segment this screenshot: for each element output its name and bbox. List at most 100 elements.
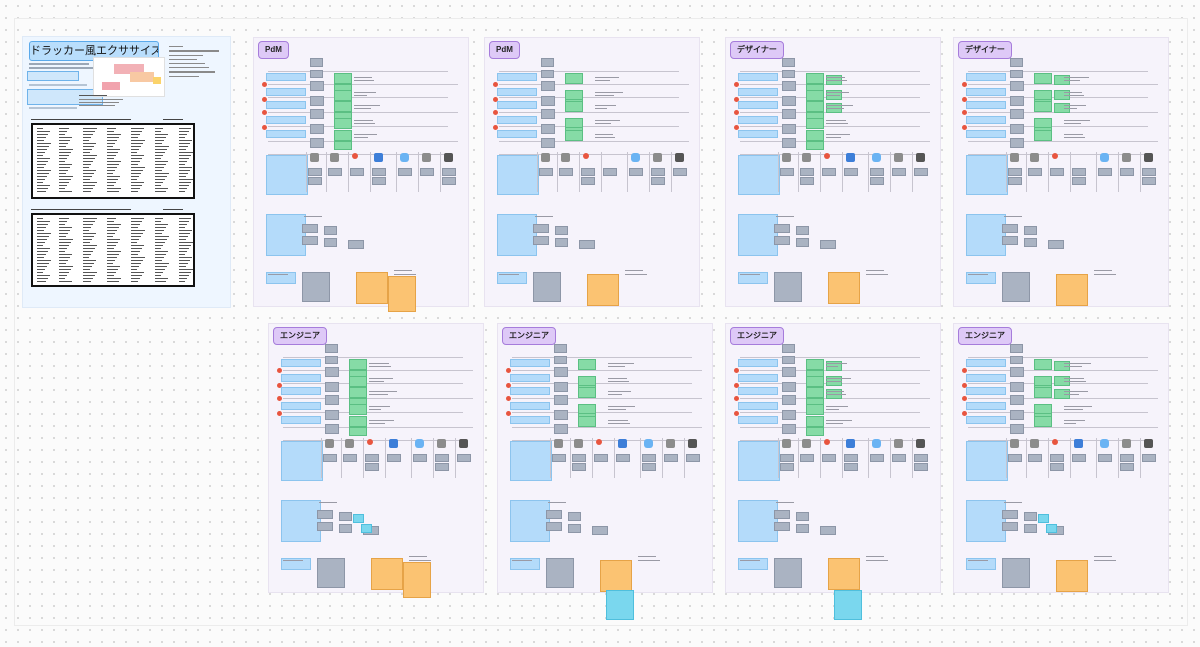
member-sticky[interactable]	[581, 177, 595, 185]
member-avatar[interactable]	[1010, 439, 1019, 448]
member-avatar[interactable]	[666, 439, 675, 448]
member-avatar[interactable]	[1100, 153, 1109, 162]
summary-sticky-gray[interactable]	[774, 272, 802, 302]
idea-sticky-green[interactable]	[334, 118, 352, 129]
summary-sticky[interactable]	[510, 558, 540, 570]
member-avatar[interactable]	[1030, 153, 1039, 162]
member-sticky[interactable]	[1120, 454, 1134, 462]
frame-engineer-2[interactable]: エンジニア	[497, 323, 713, 620]
idea-sticky[interactable]	[325, 424, 339, 434]
member-sticky[interactable]	[629, 168, 643, 176]
row-label-sticky[interactable]	[738, 359, 778, 367]
member-avatar[interactable]	[352, 153, 358, 159]
member-sticky[interactable]	[372, 177, 386, 185]
idea-sticky[interactable]	[325, 395, 339, 405]
member-sticky[interactable]	[323, 454, 337, 462]
header-sticky[interactable]	[310, 70, 323, 78]
idea-sticky-green[interactable]	[806, 427, 824, 436]
cluster-sticky[interactable]	[774, 224, 790, 233]
idea-sticky[interactable]	[1010, 382, 1024, 392]
idea-sticky[interactable]	[541, 96, 555, 106]
member-sticky[interactable]	[365, 454, 379, 462]
summary-sticky-gray[interactable]	[774, 558, 802, 588]
role-tag[interactable]: エンジニア	[958, 327, 1012, 345]
summary-sticky-orange[interactable]	[1056, 560, 1088, 592]
idea-sticky[interactable]	[541, 109, 555, 119]
member-avatar[interactable]	[1052, 153, 1058, 159]
member-sticky[interactable]	[435, 454, 449, 462]
member-sticky[interactable]	[800, 177, 814, 185]
role-tag[interactable]: デザイナー	[958, 41, 1012, 59]
member-avatar[interactable]	[1074, 439, 1083, 448]
cluster-sticky[interactable]	[796, 226, 809, 235]
idea-sticky[interactable]	[782, 124, 796, 134]
row-label-sticky[interactable]	[281, 374, 321, 382]
member-avatar[interactable]	[459, 439, 468, 448]
member-sticky[interactable]	[572, 454, 586, 462]
summary-sticky-orange[interactable]	[403, 562, 431, 598]
cluster-sticky[interactable]	[555, 226, 568, 235]
header-sticky[interactable]	[782, 70, 795, 78]
cluster-sticky[interactable]	[533, 224, 549, 233]
summary-sticky-gray[interactable]	[1002, 272, 1030, 302]
frame-pdm-1[interactable]: PdM	[253, 37, 469, 312]
member-avatar[interactable]	[846, 153, 855, 162]
row-label-sticky[interactable]	[281, 359, 321, 367]
member-avatar[interactable]	[824, 153, 830, 159]
idea-sticky[interactable]	[541, 124, 555, 134]
idea-sticky-green[interactable]	[806, 387, 824, 398]
idea-sticky[interactable]	[325, 410, 339, 420]
idea-sticky[interactable]	[782, 96, 796, 106]
idea-sticky[interactable]	[1010, 96, 1024, 106]
member-avatar[interactable]	[444, 153, 453, 162]
cluster-sticky[interactable]	[1002, 236, 1018, 245]
header-sticky[interactable]	[554, 356, 567, 364]
member-avatar[interactable]	[1144, 439, 1153, 448]
row-label-sticky[interactable]	[497, 73, 537, 81]
cluster-sticky[interactable]	[317, 522, 333, 531]
idea-sticky-green[interactable]	[1034, 101, 1052, 112]
theme-sticky-large[interactable]	[266, 155, 308, 195]
cluster-sticky[interactable]	[1024, 524, 1037, 533]
theme-sticky-large[interactable]	[738, 441, 780, 481]
row-label-sticky[interactable]	[738, 374, 778, 382]
idea-sticky[interactable]	[1010, 81, 1024, 91]
idea-sticky-green[interactable]	[349, 404, 367, 415]
theme-sticky-large[interactable]	[966, 441, 1008, 481]
idea-sticky-green[interactable]	[806, 101, 824, 112]
member-avatar[interactable]	[561, 153, 570, 162]
row-label-sticky[interactable]	[738, 88, 778, 96]
cluster-sticky[interactable]	[1002, 224, 1018, 233]
row-label-sticky[interactable]	[966, 359, 1006, 367]
member-sticky[interactable]	[642, 454, 656, 462]
cluster-sticky[interactable]	[1002, 510, 1018, 519]
summary-sticky-orange[interactable]	[371, 558, 403, 590]
summary-sticky[interactable]	[266, 272, 296, 284]
member-avatar[interactable]	[1122, 439, 1131, 448]
idea-sticky-green[interactable]	[349, 387, 367, 398]
row-label-sticky[interactable]	[966, 402, 1006, 410]
idea-sticky[interactable]	[310, 81, 324, 91]
member-avatar[interactable]	[374, 153, 383, 162]
row-label-sticky[interactable]	[510, 387, 550, 395]
summary-sticky-orange[interactable]	[587, 274, 619, 306]
theme-sticky-large[interactable]	[510, 500, 550, 542]
member-avatar[interactable]	[1010, 153, 1019, 162]
cluster-sticky[interactable]	[302, 236, 318, 245]
header-sticky[interactable]	[782, 58, 795, 67]
summary-sticky[interactable]	[738, 272, 768, 284]
row-label-sticky[interactable]	[281, 387, 321, 395]
member-avatar[interactable]	[345, 439, 354, 448]
cluster-sticky[interactable]	[533, 236, 549, 245]
member-avatar[interactable]	[631, 153, 640, 162]
member-avatar[interactable]	[675, 153, 684, 162]
idea-sticky[interactable]	[782, 382, 796, 392]
row-label-sticky[interactable]	[738, 387, 778, 395]
idea-sticky[interactable]	[782, 410, 796, 420]
member-sticky[interactable]	[308, 168, 322, 176]
theme-sticky-large[interactable]	[738, 500, 778, 542]
cluster-sticky[interactable]	[820, 240, 836, 249]
cluster-sticky[interactable]	[546, 522, 562, 531]
idea-sticky[interactable]	[782, 395, 796, 405]
row-label-sticky[interactable]	[510, 374, 550, 382]
